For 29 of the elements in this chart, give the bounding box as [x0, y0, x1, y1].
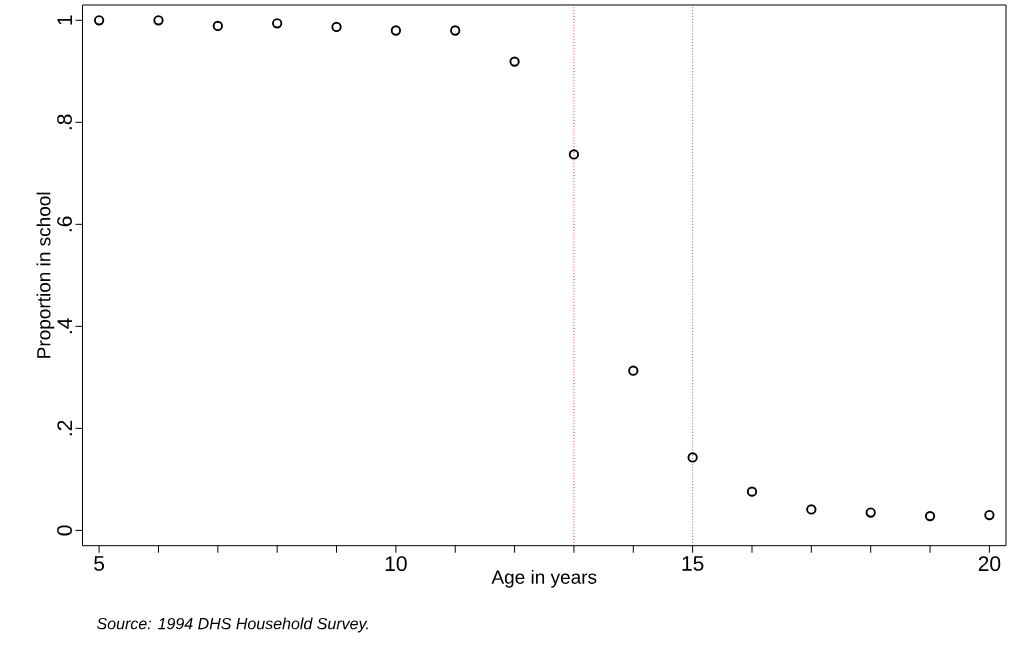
y-axis-title: Proportion in school: [36, 192, 55, 358]
x-axis-title: Age in years: [491, 569, 597, 588]
point: [568, 149, 580, 160]
point: [212, 20, 223, 32]
source-note: Source: 1994 DHS Household Survey.: [96, 617, 368, 633]
point: [628, 365, 639, 376]
y-tick-label: .8: [57, 114, 72, 130]
x-tick-label: 5: [94, 556, 105, 571]
point: [390, 25, 402, 36]
point: [93, 15, 105, 26]
point: [509, 56, 520, 67]
point: [331, 21, 342, 33]
point: [746, 486, 758, 497]
point: [272, 18, 283, 29]
point: [865, 507, 876, 518]
x-tick-label: 20: [978, 556, 1001, 572]
point: [450, 25, 461, 36]
y-tick-label: 0: [57, 525, 72, 536]
y-tick-label: .6: [57, 216, 72, 232]
y-tick-label: 1: [57, 15, 72, 25]
x-tick-label: 10: [385, 556, 407, 572]
point: [924, 510, 936, 522]
point: [153, 15, 164, 26]
point: [687, 452, 698, 463]
point: [806, 504, 817, 515]
y-tick-label: .4: [57, 318, 72, 334]
y-tick-label: .2: [57, 420, 72, 436]
x-tick-label: 15: [682, 556, 704, 571]
point: [984, 509, 995, 521]
